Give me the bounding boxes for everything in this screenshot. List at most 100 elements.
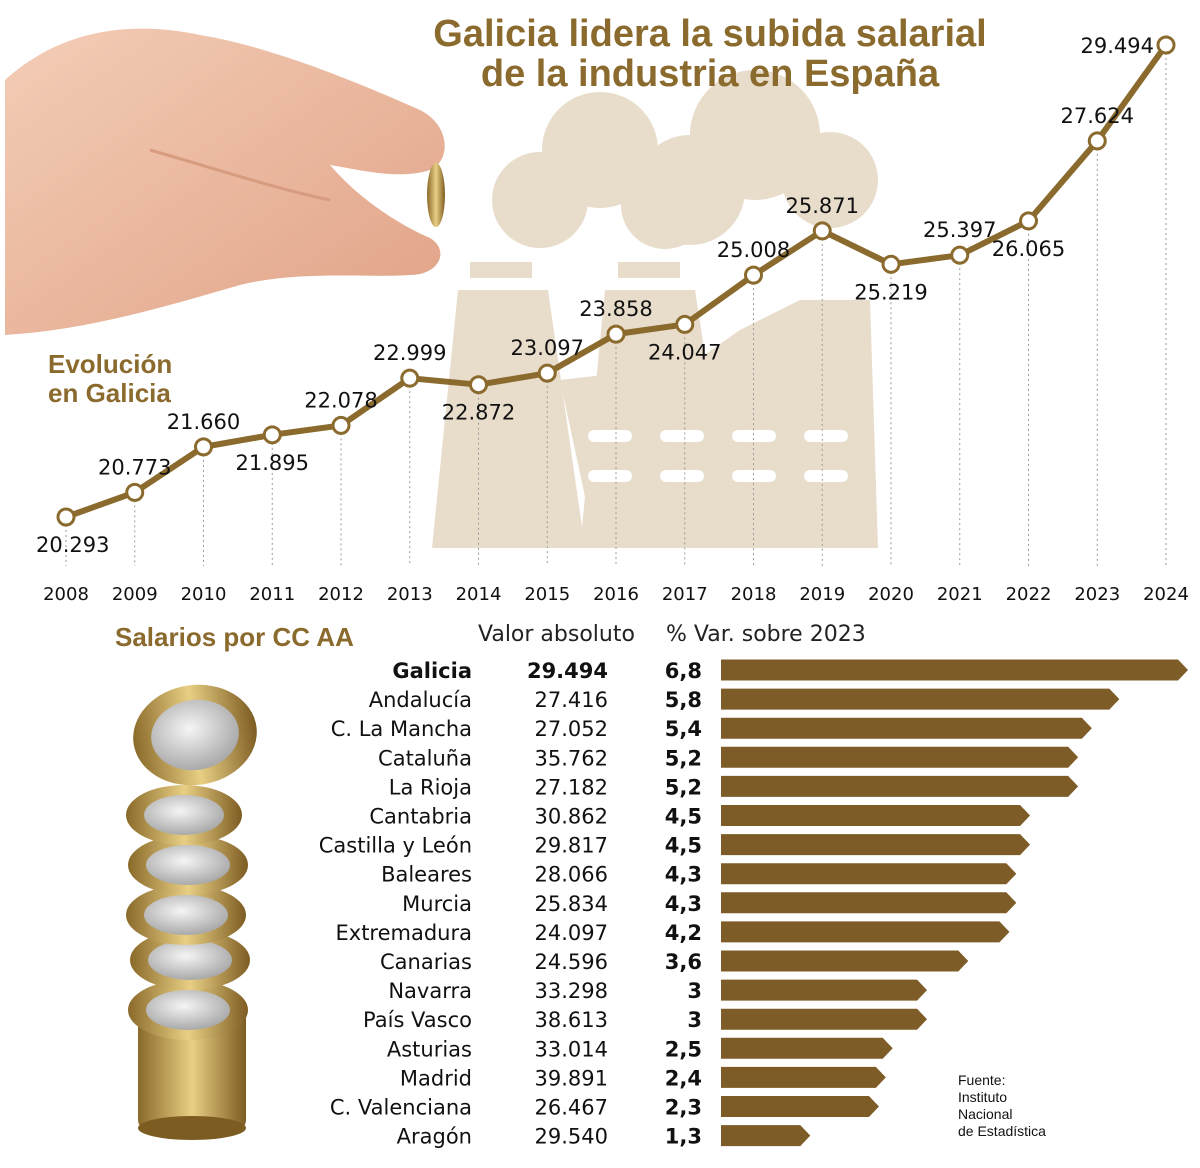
x-tick-label: 2012 <box>318 584 364 605</box>
absolute-value-label: 33.014 <box>535 1037 608 1061</box>
variation-value-label: 5,8 <box>665 688 702 712</box>
bar <box>721 1125 811 1147</box>
x-tick-label: 2013 <box>387 584 433 605</box>
variation-value-label: 4,5 <box>665 805 702 829</box>
x-tick-label: 2017 <box>662 584 708 605</box>
bar <box>721 688 1120 710</box>
bar <box>721 805 1031 826</box>
variation-value-label: 2,3 <box>665 1096 702 1120</box>
variation-value-label: 5,2 <box>665 775 702 799</box>
bar <box>721 863 1017 885</box>
region-label: Madrid <box>400 1066 472 1090</box>
x-tick-label: 2011 <box>249 584 295 605</box>
regions-section-title: Salarios por CC AA <box>115 622 354 652</box>
region-label: Castilla y León <box>319 834 472 858</box>
factory-windows <box>588 430 848 482</box>
data-label: 22.999 <box>373 341 446 365</box>
data-label: 25.871 <box>786 194 859 218</box>
x-tick-label: 2020 <box>868 584 914 605</box>
data-point <box>812 221 832 241</box>
data-label: 25.397 <box>923 218 996 242</box>
line-chart-gridlines <box>65 53 1167 566</box>
data-point <box>400 368 420 388</box>
coin-stack-illustration <box>126 684 257 1140</box>
region-label: Murcia <box>402 892 472 916</box>
absolute-value-label: 27.052 <box>535 717 608 741</box>
region-label: C. Valenciana <box>330 1096 472 1120</box>
data-label: 23.858 <box>579 297 652 321</box>
region-label: Andalucía <box>369 688 472 712</box>
absolute-value-label: 25.834 <box>535 892 608 916</box>
data-point <box>125 482 145 502</box>
data-label: 24.047 <box>648 340 721 364</box>
bar <box>721 950 969 972</box>
data-label: 25.219 <box>854 280 927 304</box>
line-chart-series <box>56 35 1176 527</box>
data-label: 22.078 <box>304 388 377 412</box>
data-label: 22.872 <box>442 401 515 425</box>
variation-value-label: 4,2 <box>665 921 702 945</box>
region-label: Navarra <box>388 979 472 1003</box>
line-chart-subtitle-line-1: Evolución <box>48 349 173 379</box>
data-point <box>744 265 763 285</box>
bar <box>721 834 1031 856</box>
variation-value-label: 1,3 <box>665 1125 702 1149</box>
region-label: País Vasco <box>363 1008 472 1032</box>
data-label: 26.065 <box>992 237 1065 261</box>
bar <box>721 746 1079 768</box>
variation-value-label: 4,3 <box>665 863 702 887</box>
bar <box>721 1066 886 1088</box>
absolute-value-label: 27.182 <box>535 775 608 799</box>
line-chart-subtitle-line-2: en Galicia <box>48 378 171 408</box>
data-label: 25.008 <box>717 238 790 262</box>
data-point <box>675 314 695 334</box>
bar <box>721 979 928 1001</box>
absolute-value-label: 29.540 <box>535 1125 608 1149</box>
source-line: Nacional <box>958 1106 1013 1122</box>
source-line: Instituto <box>958 1089 1008 1105</box>
region-label: La Rioja <box>389 775 472 799</box>
absolute-value-label: 24.596 <box>535 950 608 974</box>
variation-value-label: 2,4 <box>665 1066 702 1090</box>
region-label: Cantabria <box>369 805 472 829</box>
x-tick-label: 2018 <box>731 584 777 605</box>
hand-with-coin-illustration <box>5 28 445 335</box>
bar <box>721 1008 928 1030</box>
data-point <box>331 415 351 435</box>
absolute-value-label: 33.298 <box>535 979 608 1003</box>
source-line: de Estadística <box>958 1123 1046 1139</box>
bar <box>721 1096 879 1117</box>
variation-value-label: 3 <box>687 979 702 1003</box>
data-label: 21.895 <box>236 451 309 475</box>
data-point <box>56 507 76 527</box>
bar <box>721 892 1017 914</box>
absolute-value-label: 39.891 <box>535 1066 608 1090</box>
data-point <box>469 375 488 395</box>
data-label: 20.293 <box>36 533 109 557</box>
variation-value-label: 3 <box>687 1008 702 1032</box>
region-label: Cataluña <box>378 746 472 770</box>
bar-chart: Galicia 29.494 6,8 Andalucía 27.416 5,8 C. La … <box>319 659 1188 1149</box>
data-point <box>1156 35 1176 55</box>
data-label: 27.624 <box>1061 104 1134 128</box>
absolute-value-label: 35.762 <box>535 746 608 770</box>
line-chart-data-labels: 20.293 20.773 21.660 21.895 22.078 22.999 22.8… <box>36 34 1154 557</box>
bar <box>721 717 1092 739</box>
x-tick-label: 2008 <box>43 584 89 605</box>
variation-value-label: 5,4 <box>665 717 702 741</box>
data-point <box>1087 131 1107 151</box>
x-tick-label: 2021 <box>937 584 983 605</box>
variation-value-label: 3,6 <box>665 950 702 974</box>
page-title-line-2: de la industria en España <box>480 53 940 95</box>
x-tick-label: 2015 <box>524 584 570 605</box>
variation-value-label: 6,8 <box>665 659 702 683</box>
region-label: Canarias <box>380 950 472 974</box>
data-point <box>950 245 970 265</box>
x-tick-label: 2016 <box>593 584 639 605</box>
absolute-value-label: 24.097 <box>535 921 608 945</box>
data-point <box>194 437 213 457</box>
x-tick-label: 2014 <box>456 584 502 605</box>
line-chart-subtitle: Evolución en Galicia <box>48 350 172 408</box>
